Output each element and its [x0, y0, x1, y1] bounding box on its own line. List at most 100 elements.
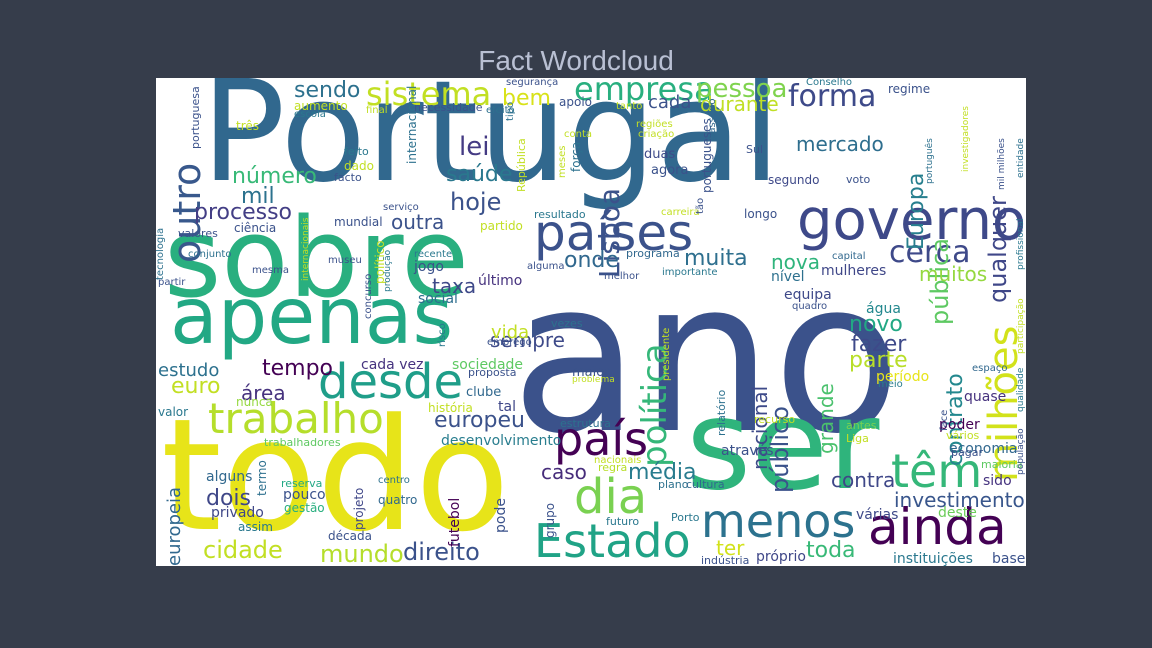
word-nacionais: nacionais — [594, 455, 642, 466]
word-país: país — [554, 412, 649, 466]
word-história: história — [428, 401, 473, 415]
word-taxa: taxa — [432, 274, 477, 298]
word-sistema: sistema — [366, 78, 492, 113]
word-conselho: Conselho — [806, 78, 853, 88]
word-média: média — [628, 460, 697, 485]
word-necessidade: necessidade — [414, 101, 483, 114]
word-entidade: entidade — [1016, 138, 1026, 178]
word-carreira: carreira — [661, 207, 700, 218]
word-novo: novo — [849, 312, 903, 337]
word-cada: cada — [648, 92, 692, 113]
word-economia: economia — [949, 441, 1018, 457]
word-pessoa: pessoa — [696, 78, 788, 104]
word-ciência: ciência — [234, 221, 277, 235]
word-final: final — [366, 105, 388, 116]
word-europeia: europeia — [164, 486, 185, 566]
word-sobre: sobre — [164, 194, 469, 322]
word-tecnologia: tecnologia — [156, 227, 166, 280]
word-nunca: nunca — [236, 395, 273, 409]
word-através: através — [721, 443, 774, 459]
word-república: República — [515, 138, 528, 192]
word-alguns: alguns — [206, 469, 253, 485]
word-nível: nível — [771, 269, 805, 285]
word-escola: escola — [294, 109, 326, 120]
word-quadro: quadro — [792, 301, 828, 312]
word-valor: valor — [158, 405, 189, 419]
word-durante: durante — [700, 92, 779, 116]
word-conjunto: conjunto — [188, 249, 232, 260]
word-futuro: futuro — [606, 515, 640, 528]
word-reserva: reserva — [281, 477, 323, 490]
word-cerca: cerca — [889, 235, 971, 270]
word-gestão: gestão — [284, 501, 325, 515]
word-mundial: mundial — [334, 215, 383, 229]
word-qualidade: qualidade — [1016, 367, 1026, 412]
word-todo: todo — [161, 385, 510, 566]
word-governo: governo — [797, 188, 1026, 253]
word-maior: maior — [572, 365, 610, 380]
word-participação: participação — [1016, 298, 1026, 354]
word-grupo: grupo — [543, 502, 557, 538]
word-equipa: equipa — [784, 287, 832, 303]
word-sido: sido — [983, 473, 1012, 489]
word-capital: capital — [832, 251, 866, 262]
word-mundo: mundo — [320, 540, 404, 566]
word-instituições: instituições — [893, 551, 973, 566]
word-antes: antes — [846, 419, 877, 432]
word-toda: toda — [806, 538, 856, 563]
word-europa: Europa — [904, 172, 929, 250]
word-países: países — [534, 204, 694, 262]
word-população: população — [1016, 428, 1026, 475]
word-processo: processo — [194, 200, 293, 225]
word-tempo: tempo — [262, 356, 334, 381]
word-pouco: pouco — [283, 487, 326, 503]
word-alguma: alguma — [527, 261, 565, 272]
word-investimento: investimento — [894, 488, 1025, 512]
word-forma: forma — [788, 79, 877, 114]
word-passado: passado — [707, 98, 718, 141]
word-muita: muita — [684, 246, 748, 271]
word-profissional: profissional — [1016, 218, 1026, 271]
word-menos: menos — [701, 494, 856, 548]
word-assim: assim — [238, 520, 273, 534]
word-tão: tão — [695, 197, 706, 214]
word-centro: centro — [378, 475, 410, 486]
word-indústria: indústria — [701, 554, 750, 566]
word-força: força — [569, 141, 583, 172]
word-museu: museu — [328, 255, 362, 266]
word-saúde: saúde — [446, 162, 513, 187]
word-desde: desde — [318, 354, 464, 410]
word-estrutura: estrutura — [560, 417, 611, 430]
word-voto: voto — [846, 173, 871, 186]
word-partido: partido — [480, 219, 523, 233]
word-porto: Porto — [671, 511, 700, 524]
word-década: década — [328, 529, 372, 543]
word-social: social — [418, 291, 458, 307]
word-partir: partir — [158, 277, 186, 288]
word-aumento: aumento — [294, 99, 348, 113]
word-cada-vez: cada vez — [361, 357, 424, 373]
word-produção: produção — [383, 249, 393, 292]
word-hoje: hoje — [450, 188, 502, 216]
word-ter: ter — [716, 536, 745, 560]
word-último: último — [478, 273, 523, 289]
word-bem: bem — [502, 86, 551, 111]
word-próprio: próprio — [756, 549, 806, 565]
word-deste: deste — [938, 505, 977, 521]
word-regiões: regiões — [636, 119, 673, 130]
word-europeu: europeu — [434, 408, 525, 433]
word-área: área — [241, 381, 286, 405]
chart-title: Fact Wordcloud — [478, 45, 674, 76]
word-ano: ano — [511, 235, 902, 480]
word-várias: várias — [856, 507, 899, 523]
word-lei: lei — [459, 132, 490, 162]
word-mulheres: mulheres — [821, 263, 887, 279]
word-sendo: sendo — [294, 78, 361, 103]
word-tal: tal — [498, 399, 516, 415]
word-maioria: maioria — [981, 458, 1023, 471]
word-serviço: serviço — [383, 202, 419, 213]
word-ainda: ainda — [868, 498, 1007, 556]
word-nova: nova — [771, 250, 821, 274]
word-vários: vários — [946, 429, 980, 442]
word-criação: criação — [638, 129, 675, 140]
